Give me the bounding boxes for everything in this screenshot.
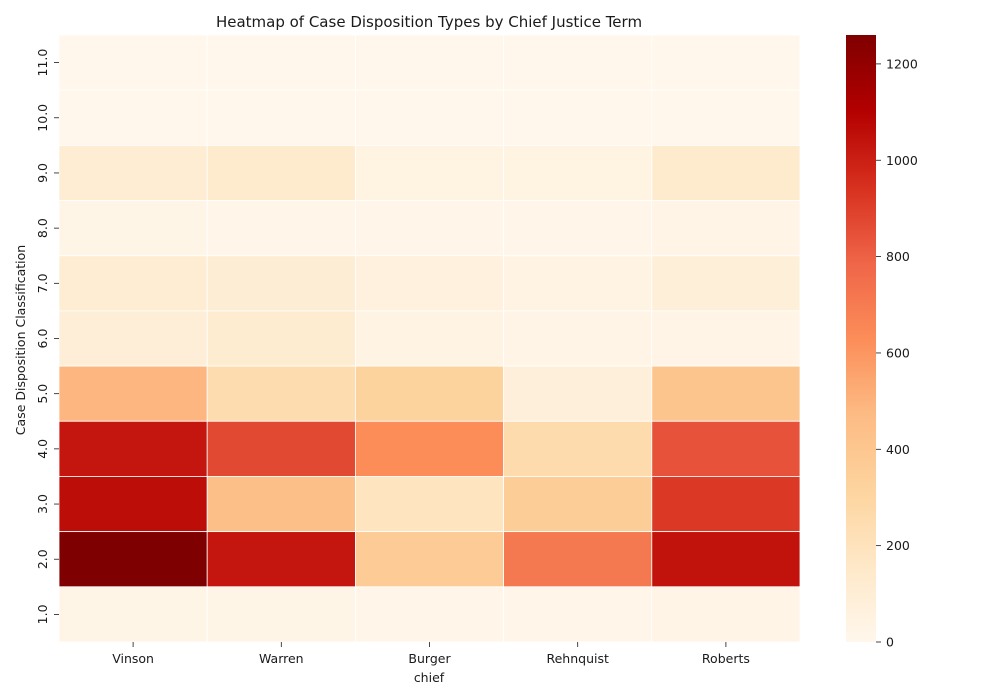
heatmap-cell-roberts-9.0: [651, 144, 801, 201]
colorbar-ticks: 0 200 400 600 800 1000 1200: [876, 56, 918, 650]
heatmap-cell-roberts-6.0: [651, 310, 801, 367]
heatmap-cell-burger-8.0: [354, 200, 504, 257]
heatmap-cell-vinson-10.0: [58, 89, 208, 146]
chart-title: Heatmap of Case Disposition Types by Chi…: [216, 13, 642, 31]
heatmap-cell-warren-9.0: [206, 144, 356, 201]
heatmap-cell-vinson-3.0: [58, 476, 208, 533]
heatmap-cell-roberts-4.0: [651, 420, 801, 477]
x-tick-label: Vinson: [112, 651, 154, 666]
y-tick-label: 5.0: [35, 384, 50, 404]
heatmap-cell-burger-3.0: [354, 476, 504, 533]
heatmap-cell-roberts-8.0: [651, 200, 801, 257]
heatmap-cells: [58, 34, 801, 643]
y-tick-label: 8.0: [35, 218, 50, 238]
y-axis-label: Case Disposition Classification: [13, 245, 28, 435]
y-tick-label: 4.0: [35, 439, 50, 459]
heatmap-cell-rehnquist-6.0: [503, 310, 653, 367]
heatmap-cell-roberts-3.0: [651, 476, 801, 533]
y-tick-label: 9.0: [35, 163, 50, 183]
heatmap-cell-rehnquist-7.0: [503, 255, 653, 312]
colorbar-tick-label: 0: [886, 635, 894, 650]
heatmap-cell-roberts-1.0: [651, 586, 801, 643]
colorbar-tick-label: 600: [886, 345, 910, 360]
y-tick-label: 7.0: [35, 273, 50, 293]
colorbar-tick-label: 1200: [886, 56, 918, 71]
heatmap-cell-vinson-11.0: [58, 34, 208, 91]
x-tick-label: Roberts: [702, 651, 750, 666]
y-tick-label: 10.0: [35, 104, 50, 132]
heatmap-cell-vinson-4.0: [58, 420, 208, 477]
x-tick-label: Burger: [408, 651, 451, 666]
y-axis-ticks: 11.0 10.0 9.0 8.0 7.0 6.0 5.0 4.0 3.0 2.0 1.0: [35, 49, 59, 624]
heatmap-cell-burger-6.0: [354, 310, 504, 367]
heatmap-cell-vinson-2.0: [58, 531, 208, 588]
heatmap-cell-vinson-9.0: [58, 144, 208, 201]
heatmap-cell-roberts-2.0: [651, 531, 801, 588]
heatmap-cell-burger-7.0: [354, 255, 504, 312]
heatmap-cell-vinson-6.0: [58, 310, 208, 367]
heatmap-cell-burger-5.0: [354, 365, 504, 422]
y-tick-label: 11.0: [35, 49, 50, 77]
y-tick-label: 3.0: [35, 494, 50, 514]
colorbar-tick-label: 200: [886, 538, 910, 553]
colorbar-tick-label: 800: [886, 249, 910, 264]
x-tick-label: Rehnquist: [546, 651, 609, 666]
heatmap-cell-rehnquist-8.0: [503, 200, 653, 257]
heatmap-cell-warren-2.0: [206, 531, 356, 588]
heatmap-cell-roberts-10.0: [651, 89, 801, 146]
heatmap-cell-vinson-5.0: [58, 365, 208, 422]
heatmap-cell-rehnquist-10.0: [503, 89, 653, 146]
x-tick-label: Warren: [259, 651, 304, 666]
heatmap-cell-vinson-7.0: [58, 255, 208, 312]
heatmap-cell-rehnquist-9.0: [503, 144, 653, 201]
heatmap-cell-roberts-11.0: [651, 34, 801, 91]
heatmap-cell-warren-5.0: [206, 365, 356, 422]
heatmap-cell-rehnquist-1.0: [503, 586, 653, 643]
colorbar-tick-label: 1000: [886, 153, 918, 168]
heatmap-cell-rehnquist-11.0: [503, 34, 653, 91]
heatmap-cell-roberts-7.0: [651, 255, 801, 312]
heatmap-cell-rehnquist-2.0: [503, 531, 653, 588]
x-axis-label: chief: [414, 670, 445, 685]
heatmap-cell-warren-1.0: [206, 586, 356, 643]
y-tick-label: 1.0: [35, 604, 50, 624]
heatmap-cell-rehnquist-4.0: [503, 420, 653, 477]
heatmap-cell-warren-4.0: [206, 420, 356, 477]
heatmap-cell-warren-11.0: [206, 34, 356, 91]
heatmap-cell-burger-2.0: [354, 531, 504, 588]
colorbar-tick-label: 400: [886, 442, 910, 457]
heatmap-cell-burger-10.0: [354, 89, 504, 146]
heatmap-cell-warren-3.0: [206, 476, 356, 533]
colorbar: [846, 35, 876, 642]
heatmap-cell-roberts-5.0: [651, 365, 801, 422]
heatmap-cell-burger-1.0: [354, 586, 504, 643]
y-tick-label: 2.0: [35, 549, 50, 569]
heatmap-cell-burger-11.0: [354, 34, 504, 91]
heatmap-cell-burger-9.0: [354, 144, 504, 201]
heatmap-cell-burger-4.0: [354, 420, 504, 477]
heatmap-cell-vinson-1.0: [58, 586, 208, 643]
heatmap-cell-rehnquist-5.0: [503, 365, 653, 422]
heatmap-cell-warren-7.0: [206, 255, 356, 312]
x-axis-ticks: Vinson Warren Burger Rehnquist Roberts: [112, 642, 750, 666]
y-tick-label: 6.0: [35, 329, 50, 349]
heatmap-cell-vinson-8.0: [58, 200, 208, 257]
heatmap-cell-warren-8.0: [206, 200, 356, 257]
heatmap-cell-warren-6.0: [206, 310, 356, 367]
heatmap-cell-rehnquist-3.0: [503, 476, 653, 533]
heatmap-cell-warren-10.0: [206, 89, 356, 146]
